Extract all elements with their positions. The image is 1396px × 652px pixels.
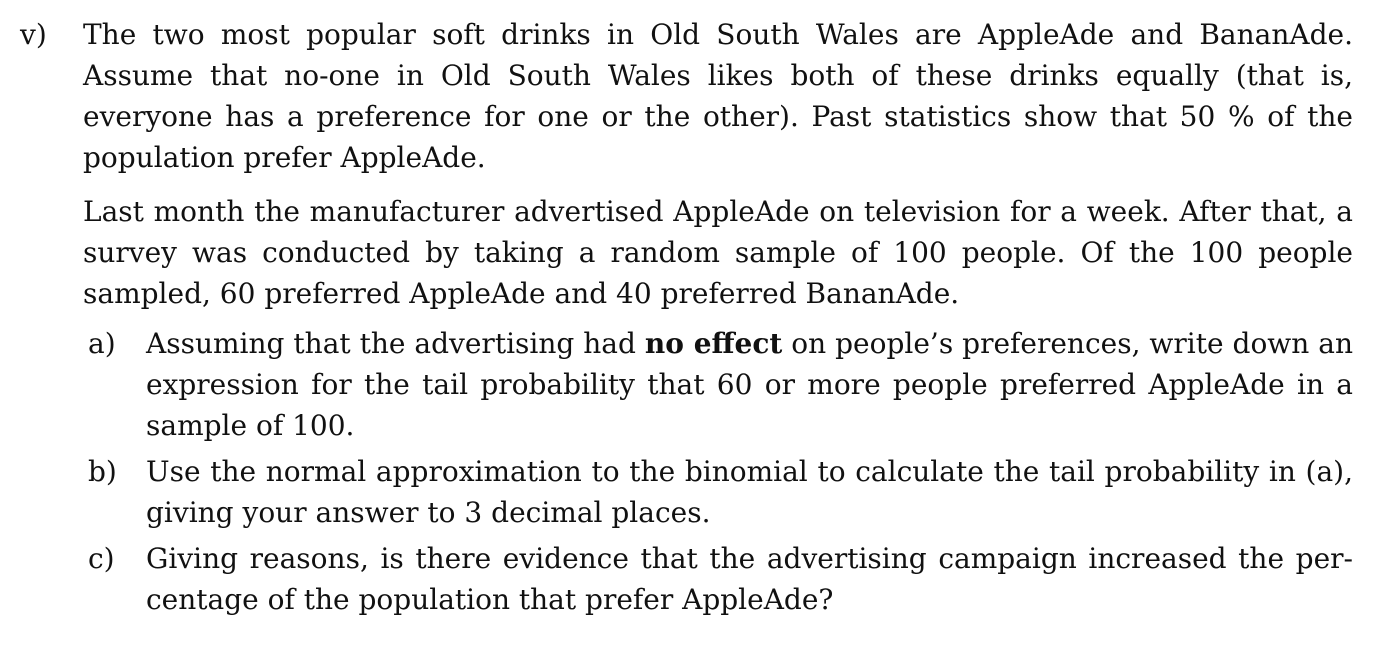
- part-a-emphasis: no effect: [644, 327, 783, 360]
- part-c-label: c): [88, 542, 115, 575]
- question-intro-paragraph: The two most popular soft drinks in Old …: [83, 18, 1353, 174]
- part-a-label: a): [88, 327, 116, 360]
- part-a-text-before: Assuming that the advertising had: [146, 327, 645, 360]
- part-a-text-after: on people’s preferences, write down an e…: [146, 327, 1353, 442]
- part-a-text: Assuming that the advertising had no eff…: [146, 323, 1353, 446]
- part-c-text: Giving reasons, is there evidence that t…: [146, 542, 1353, 616]
- part-b-label: b): [88, 455, 117, 488]
- question-number: v): [20, 18, 47, 51]
- question-context-paragraph: Last month the manufacturer advertised A…: [83, 195, 1353, 310]
- part-b-text: Use the normal approximation to the bino…: [146, 455, 1353, 529]
